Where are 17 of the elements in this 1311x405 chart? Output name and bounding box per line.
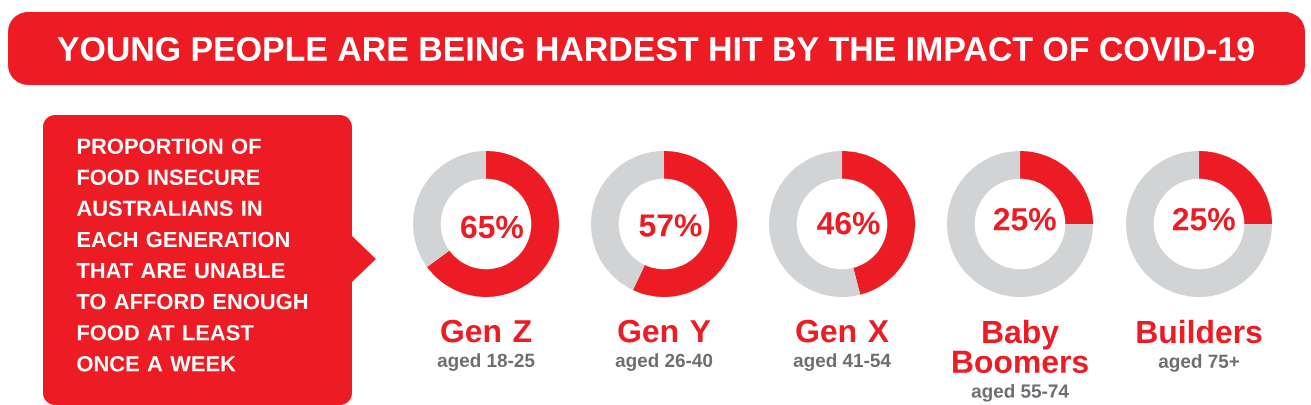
text: aged 75+ <box>1158 354 1240 372</box>
data-label: 25% <box>1172 208 1235 231</box>
text: aged 26-40 <box>615 353 713 371</box>
text: aged 55-74 <box>971 383 1069 402</box>
text: aged 41-54 <box>793 353 891 371</box>
text: Baby Boomers <box>953 319 1088 374</box>
text: Gen X <box>796 319 889 343</box>
text: Gen Y <box>618 319 711 343</box>
text: YOUNG PEOPLE ARE BEING HARDEST HIT BY THE IMPACT OF COVID-19 <box>57 36 1254 61</box>
text: PROPORTION OF FOOD INSECURE AUSTRALIANS IN EACH GENERATION THAT ARE UNABLE TO AFFORD ENOUGH FOOD AT LEAST ONCE A WEEK <box>76 138 308 372</box>
data-label: 65% <box>461 215 523 239</box>
text: Gen Z <box>441 319 532 343</box>
text: aged 18-25 <box>437 353 535 371</box>
data-label: 25% <box>993 208 1056 231</box>
data-label: 57% <box>639 214 702 237</box>
text: Builders <box>1137 319 1262 344</box>
data-label: 46% <box>817 211 880 235</box>
